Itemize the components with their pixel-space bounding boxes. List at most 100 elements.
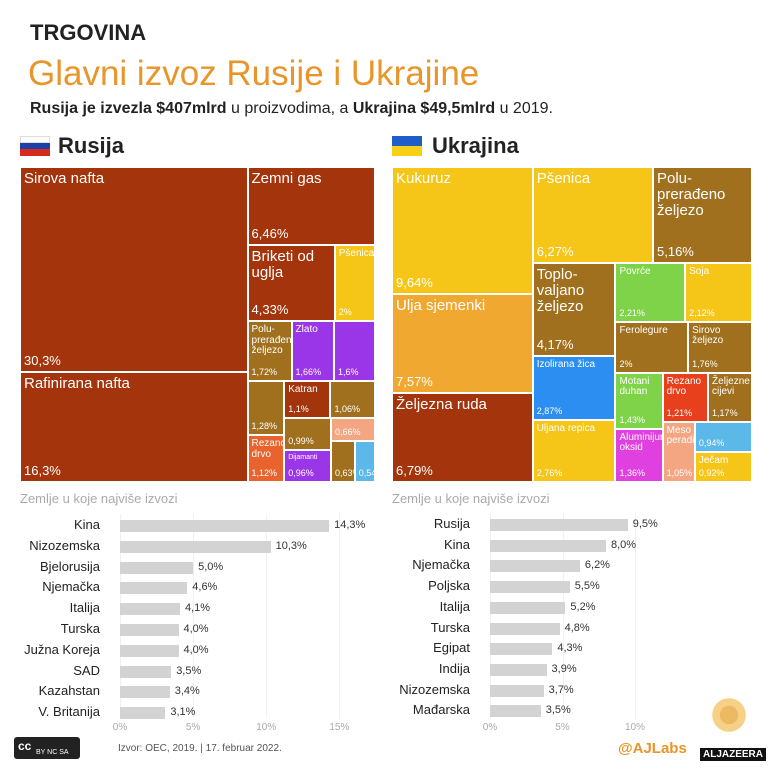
cell-label: Zlato [295, 324, 318, 336]
cell-value: 1,72% [251, 367, 278, 378]
category-label: Turska [430, 619, 470, 635]
value-label: 14,3% [334, 519, 366, 531]
cell-value: 6,79% [396, 462, 433, 478]
bar [490, 539, 606, 552]
category-label: Kazahstan [38, 683, 100, 699]
treemap-cell: Meso peradi 1,05% [662, 421, 695, 482]
cell-label: Kukuruz [396, 170, 452, 187]
cell-value: 0,66% [335, 427, 361, 438]
treemap-cell: Toplo-valjano željezo 4,17% [532, 263, 616, 357]
category-label: Egipat [433, 640, 470, 656]
cell-value: 0,99% [288, 436, 314, 447]
cell-label: Sirovo željezo [692, 324, 724, 347]
value-label: 10,3% [275, 539, 307, 552]
treemap-cell: Motani duhan 1,43% [615, 372, 663, 429]
category-label: SAD [73, 662, 100, 678]
x-tick-label: 10% [256, 722, 277, 733]
bar [120, 686, 170, 699]
cell-value: 2,12% [689, 307, 715, 318]
treemap-cell: Katran 1,1% [284, 381, 331, 418]
value-label: 4,0% [183, 623, 209, 635]
cell-label: Polu-prerađeno željezo [657, 170, 726, 219]
cell-value: 1,06% [334, 403, 360, 414]
treemap-cell: Pšenica 2% [334, 244, 375, 322]
tick-mark [120, 514, 121, 718]
value-label: 3,9% [551, 662, 577, 675]
flag-ukraine [392, 136, 422, 156]
bar [120, 707, 166, 720]
cell-value: 1,36% [619, 467, 645, 478]
subtitle-part: u 2019. [495, 100, 553, 117]
cell-value: 2% [619, 358, 633, 369]
treemap-cell: Aluminijum oksid 1,36% [615, 428, 663, 482]
bar [120, 665, 172, 678]
cell-value: 4,17% [536, 337, 574, 353]
treemap-cell: 1,6% [334, 321, 375, 382]
value-label: 9,5% [632, 518, 658, 530]
bar [490, 581, 570, 594]
cell-value: 1,76% [692, 358, 718, 369]
treemap-cell: 0,66% [331, 417, 375, 442]
category-label: Južna Koreja [24, 641, 100, 657]
bar [120, 603, 180, 616]
treemap-cell: 1,28% [247, 381, 285, 436]
treemap-cell: Zlato 1,66% [291, 321, 335, 382]
x-tick-label: 10% [624, 722, 646, 733]
treemap-cell: Sirova nafta 30,3% [20, 167, 248, 372]
cell-value: 1,66% [295, 367, 322, 378]
category-label: Indija [438, 660, 470, 676]
cell-value: 0,96% [288, 467, 314, 478]
category-label: Njemačka [412, 557, 470, 573]
value-label: 3,1% [170, 706, 196, 719]
cell-value: 0,92% [698, 467, 725, 478]
category-label: Italija [69, 600, 100, 616]
cell-value: 1,28% [251, 421, 278, 432]
handle: @AJLabs [618, 740, 687, 757]
cell-label: Briketi od uglja [251, 247, 315, 281]
chart-title: Ukrajina [432, 133, 519, 158]
value-label: 3,4% [174, 685, 200, 698]
category-label: Nizozemska [29, 537, 100, 553]
cell-value: 2,76% [536, 467, 563, 478]
cell-label: Polu-prerađeno željezo [251, 324, 292, 357]
treemap-cell: Željezna ruda 6,79% [392, 392, 533, 482]
chart-title: Rusija [58, 133, 125, 158]
value-label: 8,0% [611, 538, 637, 551]
cell-label: Dijamanti [288, 454, 318, 462]
cell-label: Katran [288, 384, 318, 396]
cell-value: 5,16% [657, 244, 694, 260]
cell-label: Sirova nafta [24, 170, 105, 187]
cell-value: 1,12% [251, 467, 278, 478]
cell-label: Željezna ruda [396, 395, 487, 413]
treemap-cell: 0,99% [284, 417, 332, 451]
bar [490, 519, 628, 531]
treemap-cell: 0,63% [331, 441, 355, 482]
cell-label: Uljana repica [536, 423, 596, 435]
bar [490, 622, 560, 635]
treemap-cell: Rezano drvo 1,12% [247, 435, 285, 482]
treemap-cell: Rezano drvo 1,21% [662, 372, 709, 422]
treemap-cell: Željezne cijevi 1,17% [708, 372, 752, 422]
category-label: Kina [443, 536, 470, 552]
chart-title: Zemlje u koje najviše izvozi [392, 491, 550, 506]
bar [490, 684, 544, 697]
subtitle-part: u proizvodima, a [226, 100, 353, 117]
cell-label: Izolirana žica [536, 359, 596, 371]
value-label: 4,0% [183, 643, 209, 656]
cell-value: 1,21% [666, 407, 693, 418]
bar [490, 663, 547, 676]
tick-mark [635, 513, 636, 718]
cell-label: Toplo-valjano željezo [536, 266, 585, 315]
x-tick-label: 15% [329, 722, 350, 733]
tick-mark [266, 514, 268, 718]
category-label: Poljska [428, 578, 470, 594]
logo [712, 690, 746, 740]
treemap-cell: Izolirana žica 2,87% [532, 356, 616, 421]
value-label: 5,2% [570, 600, 596, 613]
x-tick-label: 0% [482, 722, 498, 733]
category-label: Kina [73, 517, 100, 532]
category-label: Mađarska [412, 702, 470, 718]
cell-value: 0,63% [335, 467, 354, 478]
cell-value: 30,3% [24, 352, 61, 368]
